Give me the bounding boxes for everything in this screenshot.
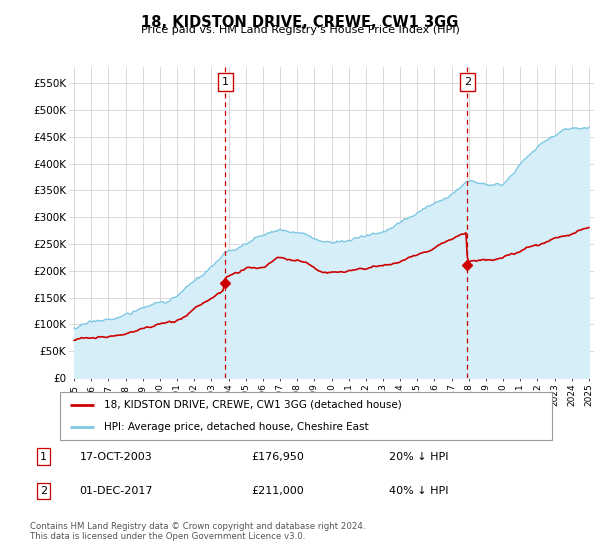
- Text: 2: 2: [464, 77, 471, 87]
- Text: 17-OCT-2003: 17-OCT-2003: [80, 451, 152, 461]
- Text: 18, KIDSTON DRIVE, CREWE, CW1 3GG: 18, KIDSTON DRIVE, CREWE, CW1 3GG: [142, 15, 458, 30]
- Text: £176,950: £176,950: [251, 451, 304, 461]
- Text: 01-DEC-2017: 01-DEC-2017: [80, 486, 153, 496]
- Text: HPI: Average price, detached house, Cheshire East: HPI: Average price, detached house, Ches…: [104, 422, 369, 432]
- Text: £211,000: £211,000: [251, 486, 304, 496]
- Text: 1: 1: [221, 77, 229, 87]
- Text: 1: 1: [40, 451, 47, 461]
- Text: 18, KIDSTON DRIVE, CREWE, CW1 3GG (detached house): 18, KIDSTON DRIVE, CREWE, CW1 3GG (detac…: [104, 400, 402, 410]
- Text: 2: 2: [40, 486, 47, 496]
- Text: Price paid vs. HM Land Registry's House Price Index (HPI): Price paid vs. HM Land Registry's House …: [140, 25, 460, 35]
- Text: 40% ↓ HPI: 40% ↓ HPI: [389, 486, 448, 496]
- Text: 20% ↓ HPI: 20% ↓ HPI: [389, 451, 448, 461]
- Text: Contains HM Land Registry data © Crown copyright and database right 2024.
This d: Contains HM Land Registry data © Crown c…: [30, 522, 365, 542]
